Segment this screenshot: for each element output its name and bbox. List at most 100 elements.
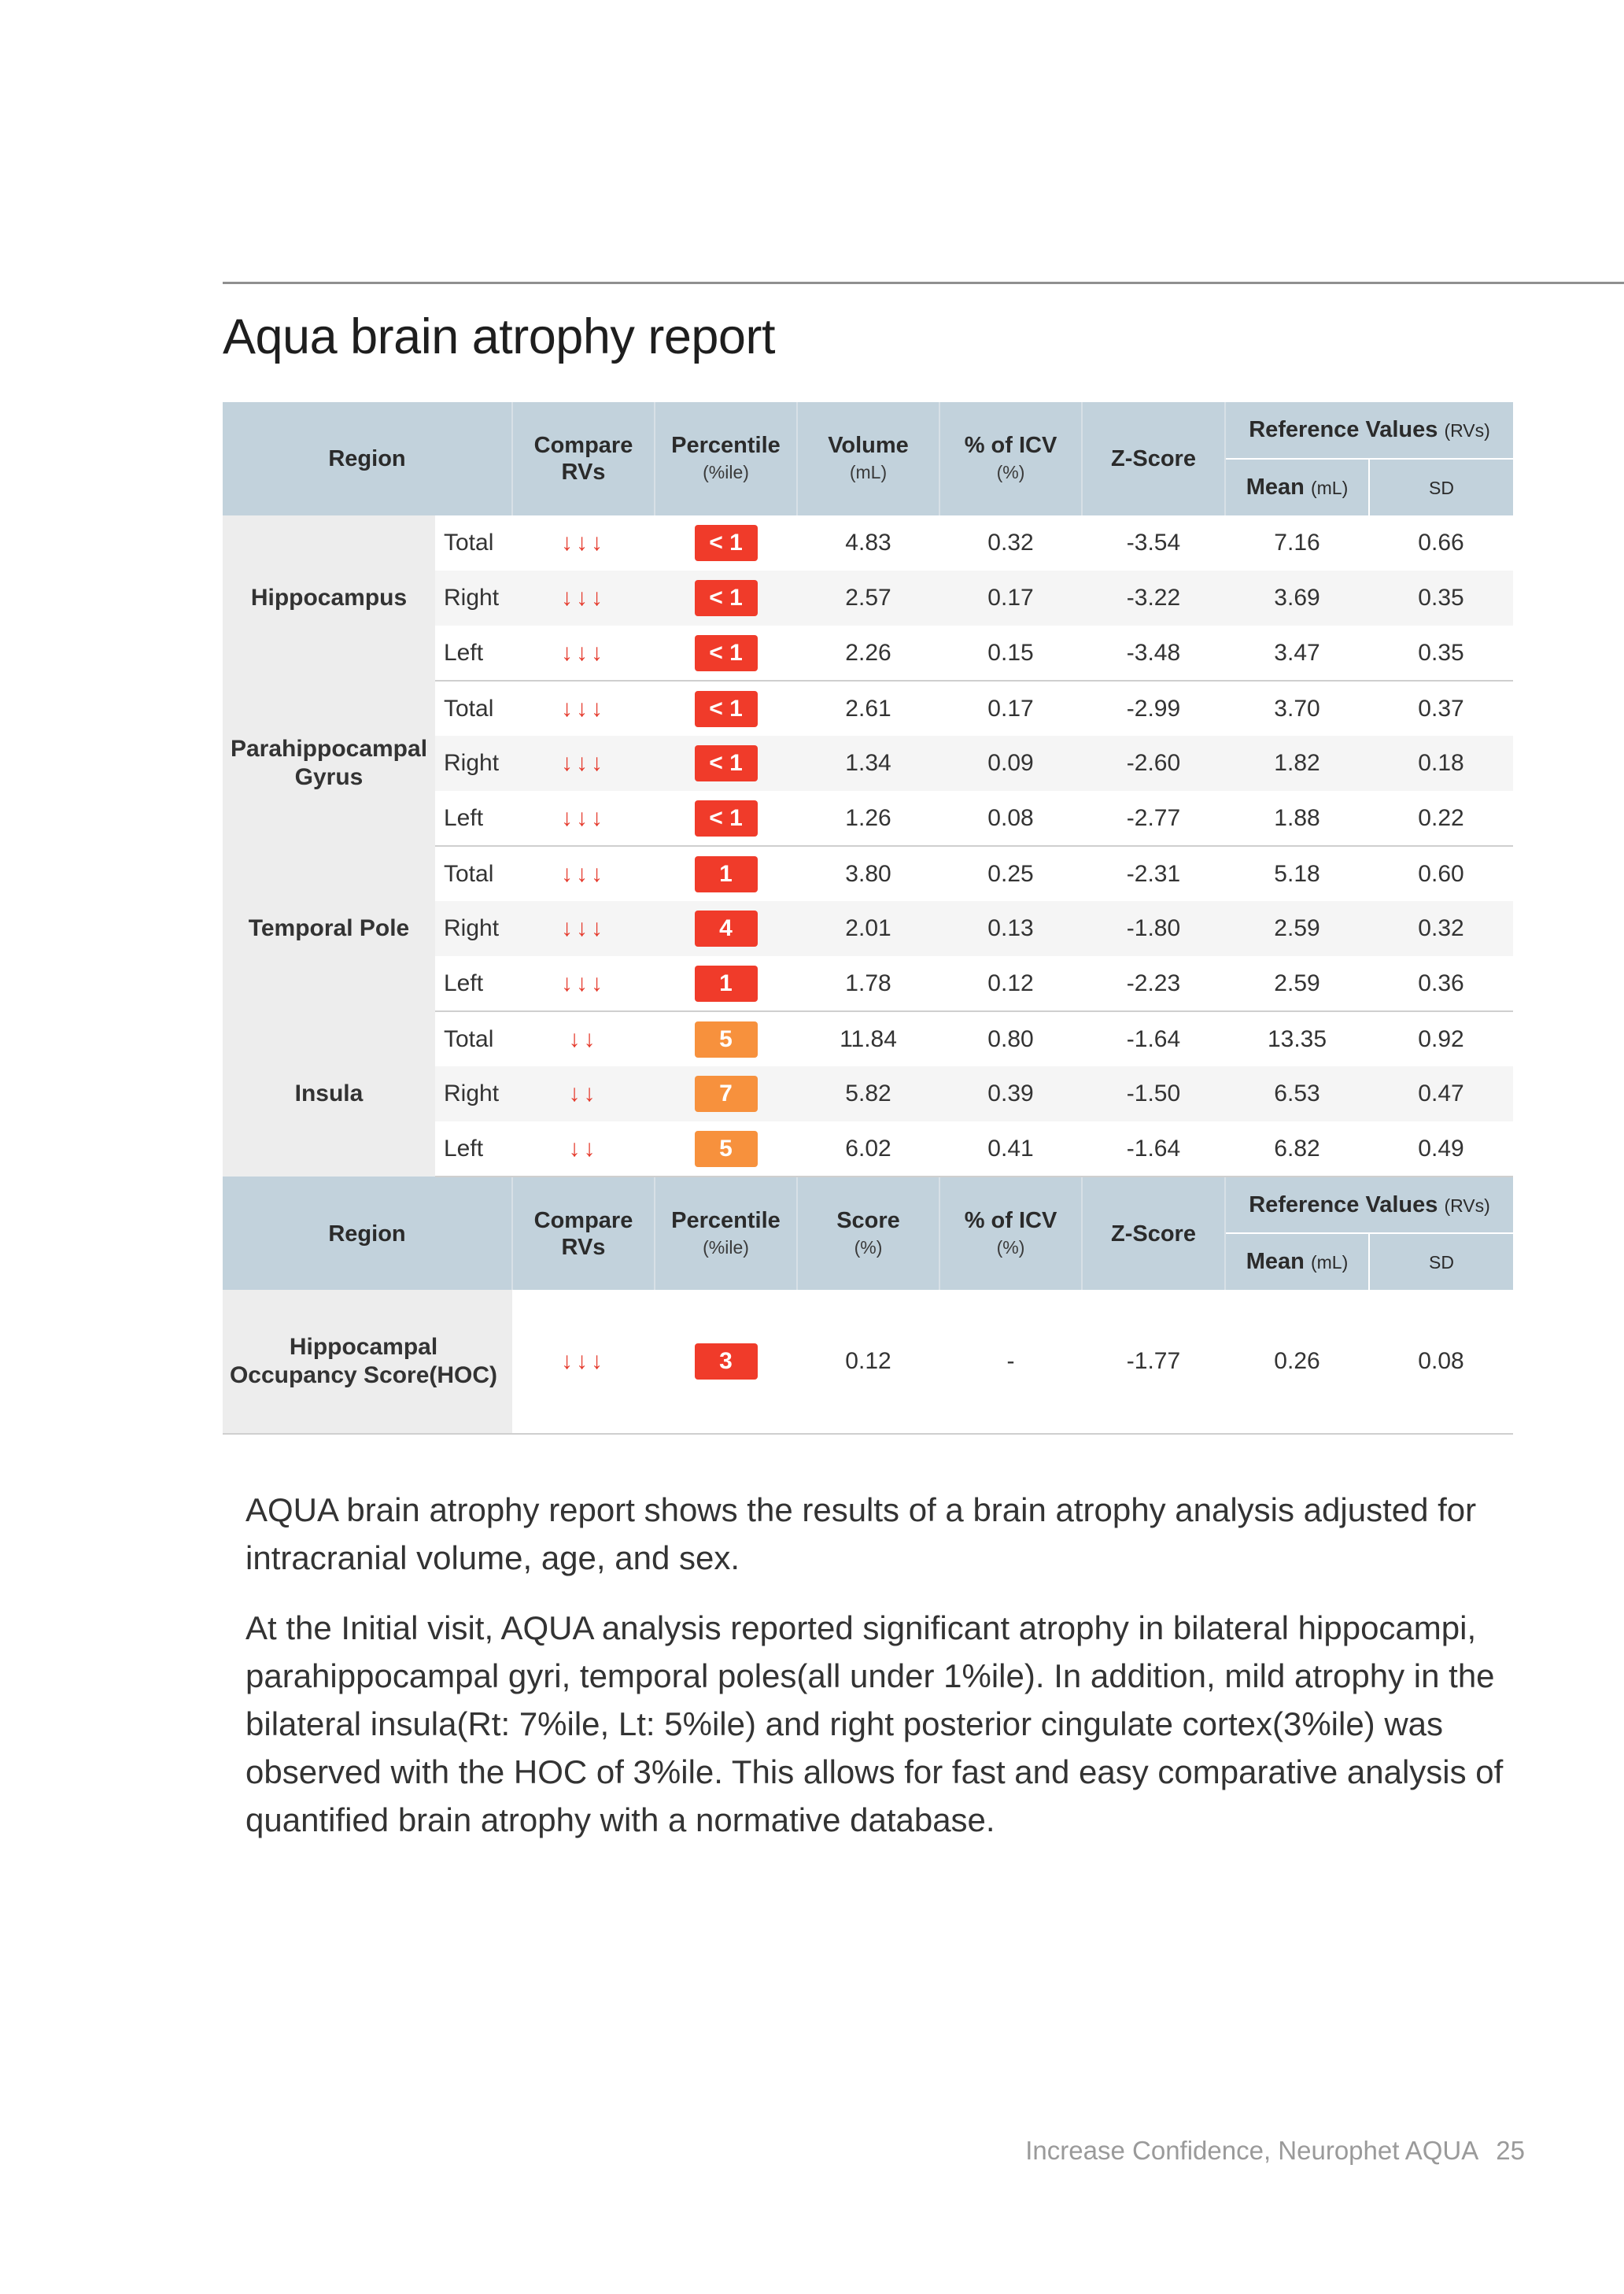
mean-value: 3.69	[1225, 571, 1369, 626]
zscore-value: -2.77	[1082, 791, 1225, 847]
compare-arrows: ↓↓	[512, 1066, 655, 1121]
percentile-badge: < 1	[694, 525, 758, 561]
compare-arrows: ↓↓↓	[561, 530, 606, 556]
table-row: Right ↓↓↓ < 1 2.57 0.17 -3.22 3.69 0.35	[223, 571, 1513, 626]
header-mean: Mean (mL)	[1225, 459, 1370, 515]
region-rows: Hippocampus Total ↓↓↓ < 1 4.83 0.32 -3.54 7.16 0…	[223, 515, 1513, 1177]
table-row: Temporal Pole Total ↓↓↓ 1 3.80 0.25 -2.31 5.18 0…	[223, 846, 1513, 1011]
icv-value: 0.12	[939, 956, 1082, 1012]
sd-value: 0.66	[1418, 530, 1464, 556]
mean-value: 5.18	[1274, 860, 1320, 887]
header-region: Region	[223, 402, 513, 515]
volume-value: 11.84	[840, 1025, 897, 1052]
table-row: Left ↓↓↓ 1 1.78 0.12 -2.23 2.59 0.36	[223, 956, 1513, 1012]
mean-value: 6.82	[1225, 1121, 1369, 1177]
region-name: Parahippocampal Gyrus	[223, 681, 435, 846]
header2-percentile: Percentile (%ile)	[655, 1177, 798, 1290]
compare-arrows: ↓↓↓	[512, 571, 655, 626]
zscore-value: -2.31	[1126, 860, 1181, 887]
sd-value: 0.18	[1369, 736, 1513, 791]
zscore-value: -1.50	[1082, 1066, 1225, 1121]
header2-sd: SD	[1369, 1233, 1513, 1290]
percentile-cell: < 1	[655, 626, 797, 682]
percentile-cell: 1	[655, 956, 797, 1012]
table-row: Left ↓↓ 5 6.02 0.41 -1.64 6.82 0.49	[223, 1121, 1513, 1177]
icv-value: -	[939, 1290, 1082, 1435]
table-row: Insula Total ↓↓ 5 11.84 0.80 -1.64 13.35 0.92	[223, 1011, 1513, 1177]
compare-arrows: ↓↓↓	[512, 626, 655, 682]
hoc-row: Hippocampal Occupancy Score(HOC) ↓↓↓ 3 0…	[223, 1290, 1513, 1435]
compare-arrows: ↓↓↓	[512, 956, 655, 1012]
mean-value: 7.16	[1274, 530, 1320, 556]
icv-value: 0.17	[939, 571, 1082, 626]
table-header: Region Compare RVs Percentile (%ile) Volum…	[223, 402, 1513, 515]
footer-text: Increase Confidence, Neurophet AQUA	[1025, 2136, 1479, 2165]
compare-arrows: ↓↓↓	[561, 695, 606, 722]
percentile-badge: 1	[694, 855, 758, 892]
description-paragraph-1: AQUA brain atrophy report shows the resu…	[245, 1491, 1477, 1576]
header-reference-values: Reference Values (RVs)	[1225, 402, 1513, 460]
compare-arrows: ↓↓↓	[512, 1290, 655, 1435]
zscore-value: -3.54	[1126, 530, 1181, 556]
table-header-2: Region Compare RVs Percentile (%ile) Score…	[223, 1177, 1513, 1290]
sd-value: 0.08	[1369, 1290, 1513, 1435]
mean-value: 1.82	[1225, 736, 1369, 791]
percentile-badge: < 1	[694, 634, 758, 671]
percentile-cell: 7	[655, 1066, 797, 1121]
percentile-cell: 1	[655, 846, 797, 901]
page-number: 25	[1496, 2136, 1525, 2165]
percentile-cell: 5	[655, 1011, 797, 1066]
mean-value: 6.53	[1225, 1066, 1369, 1121]
icv-value: 0.08	[939, 791, 1082, 847]
percentile-badge: < 1	[694, 800, 758, 837]
header2-zscore: Z-Score	[1082, 1177, 1226, 1290]
compare-arrows: ↓↓	[568, 1025, 599, 1052]
header-zscore: Z-Score	[1082, 402, 1226, 515]
zscore-value: -1.80	[1082, 901, 1225, 956]
zscore-value: -1.77	[1082, 1290, 1225, 1435]
icv-value: 0.15	[939, 626, 1082, 682]
side-label: Left	[435, 791, 512, 847]
volume-value: 4.83	[845, 530, 891, 556]
volume-value: 2.61	[845, 695, 891, 722]
percentile-badge: < 1	[694, 580, 758, 616]
zscore-value: -1.64	[1126, 1025, 1181, 1052]
volume-value: 3.80	[845, 860, 891, 887]
volume-value: 2.01	[797, 901, 939, 956]
sd-value: 0.92	[1418, 1025, 1464, 1052]
mean-value: 13.35	[1267, 1025, 1327, 1052]
table-row: Left ↓↓↓ < 1 2.26 0.15 -3.48 3.47 0.35	[223, 626, 1513, 682]
icv-value: 0.13	[939, 901, 1082, 956]
top-divider	[223, 282, 1624, 284]
side-label: Right	[435, 901, 512, 956]
header2-icv: % of ICV (%)	[939, 1177, 1083, 1290]
icv-value: 0.80	[987, 1025, 1034, 1052]
sd-value: 0.22	[1369, 791, 1513, 847]
header2-compare: Compare RVs	[512, 1177, 655, 1290]
compare-arrows: ↓↓↓	[512, 901, 655, 956]
header2-mean: Mean (mL)	[1225, 1233, 1370, 1290]
percentile-cell: < 1	[655, 791, 797, 847]
zscore-value: -3.22	[1082, 571, 1225, 626]
side-label: Left	[435, 626, 512, 682]
sd-value: 0.49	[1369, 1121, 1513, 1177]
compare-arrows: ↓↓↓	[561, 860, 606, 887]
mean-value: 1.88	[1225, 791, 1369, 847]
zscore-value: -2.99	[1126, 695, 1181, 722]
percentile-badge: 4	[694, 911, 758, 947]
volume-value: 6.02	[797, 1121, 939, 1177]
mean-value: 2.59	[1225, 956, 1369, 1012]
side-label: Left	[435, 956, 512, 1012]
volume-value: 2.57	[797, 571, 939, 626]
percentile-badge: < 1	[694, 745, 758, 781]
volume-value: 5.82	[797, 1066, 939, 1121]
percentile-cell: 5	[655, 1121, 797, 1177]
volume-value: 1.34	[797, 736, 939, 791]
side-label: Left	[435, 1121, 512, 1177]
region-name: Temporal Pole	[223, 846, 435, 1011]
sd-value: 0.35	[1369, 626, 1513, 682]
zscore-value: -1.64	[1082, 1121, 1225, 1177]
percentile-cell: 3	[655, 1290, 797, 1435]
percentile-cell: < 1	[655, 515, 797, 571]
table-row: Hippocampus Total ↓↓↓ < 1 4.83 0.32 -3.54 7.16 0…	[223, 515, 1513, 681]
